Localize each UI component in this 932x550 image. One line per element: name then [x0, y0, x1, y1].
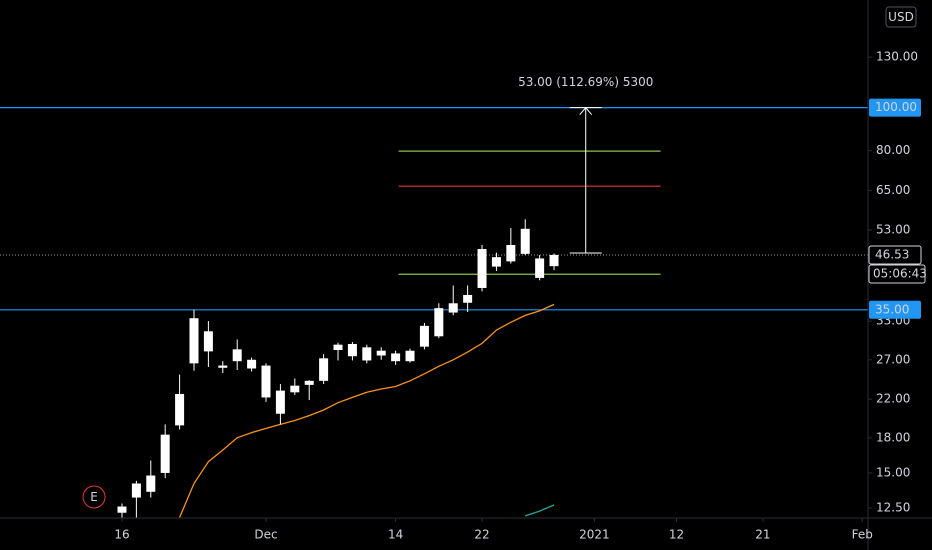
currency-label: USD: [888, 10, 914, 24]
candle-body: [347, 344, 357, 357]
y-tick-label: 18.00: [876, 430, 910, 444]
candle-body: [463, 294, 473, 303]
candle-body: [290, 385, 300, 393]
last-price-label: 46.53: [875, 247, 909, 261]
candle-body: [319, 358, 329, 381]
y-tick-label: 65.00: [876, 183, 910, 197]
price-line-label-box: [869, 300, 921, 319]
candle-body: [491, 257, 501, 267]
y-tick-label: 12.50: [876, 501, 910, 515]
candle-body: [535, 258, 545, 278]
candle-body: [247, 359, 257, 369]
last-price-box: [868, 245, 922, 265]
candle-body: [362, 347, 372, 361]
candle-body: [218, 365, 228, 368]
candle-body: [405, 350, 415, 362]
x-tick-label: 14: [388, 528, 403, 542]
earnings-marker-label: E: [90, 490, 98, 504]
x-tick-label: 22: [474, 528, 489, 542]
price-line-label: 100.00: [875, 100, 917, 114]
earnings-marker: [82, 485, 106, 509]
candle-body: [391, 353, 401, 362]
x-tick-label: 12: [669, 528, 684, 542]
countdown-box: [868, 264, 926, 284]
currency-box: [885, 6, 917, 28]
candle-body: [275, 390, 285, 414]
y-tick-label: 53.00: [876, 222, 910, 236]
price-line-label: 35.00: [875, 302, 909, 316]
candle-body: [203, 331, 213, 352]
y-tick-label: 130.00: [876, 50, 918, 64]
x-tick-label: 16: [114, 528, 129, 542]
moving-average-line: [179, 303, 555, 518]
x-tick-label: 2021: [579, 528, 610, 542]
candle-body: [189, 318, 199, 364]
candle-body: [448, 303, 458, 313]
plot-area: 53.00 (112.69%) 5300 E: [0, 75, 868, 518]
candle-body: [304, 380, 314, 385]
x-tick-label: 21: [755, 528, 770, 542]
x-tick-label: Feb: [852, 528, 873, 542]
candle-body: [175, 394, 185, 426]
candle-body: [520, 228, 530, 254]
candle-body: [117, 506, 127, 513]
candle-body: [376, 350, 386, 356]
measure-label: 53.00 (112.69%) 5300: [518, 75, 653, 89]
x-tick-label: Dec: [254, 528, 277, 542]
price-line-label-box: [869, 98, 921, 117]
candle-body: [261, 365, 271, 398]
axes: 12.5015.0018.0022.0027.0033.0053.0065.00…: [114, 6, 927, 542]
y-tick-label: 80.00: [876, 143, 910, 157]
candle-body: [434, 308, 444, 337]
y-tick-label: 22.00: [876, 392, 910, 406]
candle-body: [232, 349, 242, 362]
y-tick-label: 15.00: [876, 465, 910, 479]
y-tick-label: 27.00: [876, 352, 910, 366]
candle-body: [506, 245, 516, 262]
candle-body: [160, 434, 170, 473]
countdown-label: 05:06:43: [873, 266, 927, 280]
candle-body: [549, 254, 559, 267]
measure-arrow-head: [579, 106, 593, 115]
candle-body: [333, 344, 343, 351]
candle-body: [131, 483, 141, 498]
indicator-line: [524, 504, 555, 517]
candle-body: [146, 475, 156, 492]
candle-body: [419, 325, 429, 347]
candle-body: [477, 248, 487, 288]
